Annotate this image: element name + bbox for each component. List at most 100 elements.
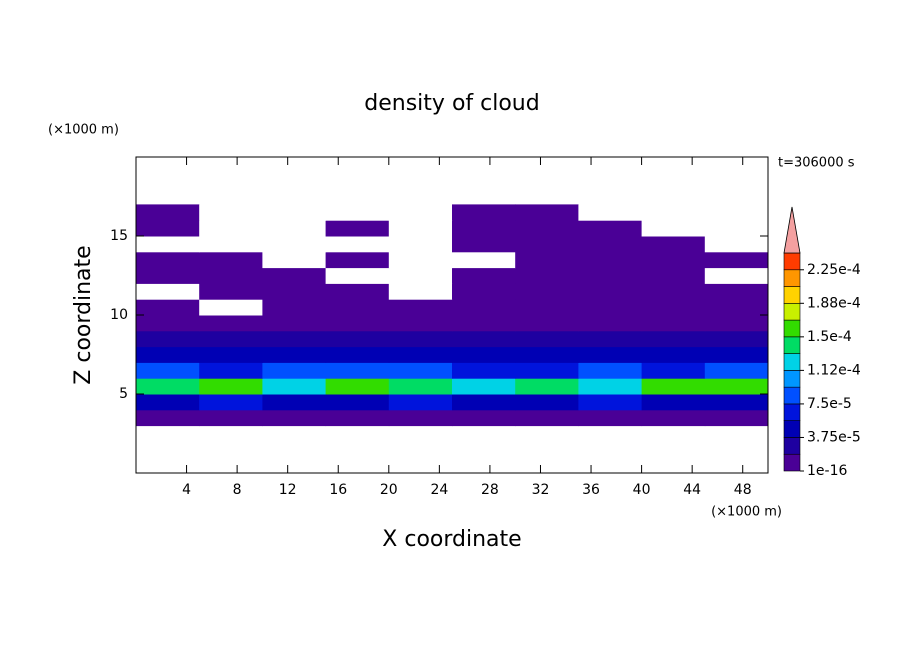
cell	[704, 378, 769, 395]
cell	[199, 362, 263, 379]
colorbar-label: 1e-16	[807, 463, 847, 479]
x-axis-title: X coordinate	[382, 527, 521, 552]
field	[136, 204, 769, 427]
x-tick-label: 16	[329, 482, 347, 498]
cell	[262, 409, 327, 427]
cell	[388, 220, 453, 237]
cell	[515, 378, 579, 395]
cell	[262, 394, 327, 411]
cell	[515, 283, 579, 300]
cell	[452, 267, 516, 284]
x-tick-label: 36	[582, 482, 600, 498]
cell	[388, 236, 453, 253]
cell	[578, 378, 643, 395]
colorbar-segment	[783, 437, 801, 455]
cell	[452, 346, 516, 363]
cell	[578, 283, 643, 300]
y-axis-title: Z coordinate	[71, 245, 96, 384]
cell	[641, 378, 706, 395]
cell	[199, 236, 263, 253]
cell	[641, 394, 706, 411]
cell	[136, 204, 200, 221]
cell	[136, 315, 200, 332]
time-label: t=306000 s	[778, 156, 855, 171]
cell	[704, 330, 769, 348]
cell	[578, 267, 643, 284]
cell	[452, 220, 516, 237]
x-tick-label: 20	[380, 482, 398, 498]
cell	[515, 236, 579, 253]
cell	[578, 394, 643, 411]
cell	[578, 236, 643, 253]
cell	[641, 267, 706, 284]
colorbar-label: 1.12e-4	[807, 362, 861, 378]
colorbar-label: 2.25e-4	[807, 262, 861, 278]
colorbar-segment	[783, 370, 801, 388]
cell	[641, 330, 706, 348]
colorbar-segment	[783, 269, 801, 287]
colorbar-over	[783, 206, 801, 254]
cell	[388, 362, 453, 379]
chart-title: density of cloud	[364, 91, 539, 116]
cell	[199, 251, 263, 269]
cell	[641, 283, 706, 300]
cell	[325, 299, 390, 316]
cell	[515, 251, 579, 269]
cell	[325, 283, 390, 300]
cell	[262, 315, 327, 332]
cell	[452, 315, 516, 332]
colorbar-label: 3.75e-5	[807, 429, 861, 445]
cell	[515, 267, 579, 284]
cell	[578, 330, 643, 348]
cell	[199, 283, 263, 300]
cell	[388, 378, 453, 395]
cell	[136, 409, 200, 427]
cell	[262, 220, 327, 237]
cell	[262, 204, 327, 221]
cell	[136, 330, 200, 348]
cell	[515, 362, 579, 379]
cell	[578, 251, 643, 269]
cell	[199, 346, 263, 363]
colorbar-segment	[783, 420, 801, 438]
cell	[136, 394, 200, 411]
cell	[199, 204, 263, 221]
x-tick-label: 40	[633, 482, 651, 498]
cell	[704, 251, 769, 269]
cell	[704, 204, 769, 221]
cell	[199, 330, 263, 348]
cell	[388, 204, 453, 221]
x-tick-label: 24	[430, 482, 448, 498]
cell	[262, 251, 327, 269]
cell	[262, 362, 327, 379]
colorbar-segment	[783, 286, 801, 304]
cell	[641, 204, 706, 221]
cell	[325, 315, 390, 332]
cell	[704, 346, 769, 363]
cell	[136, 346, 200, 363]
cell	[136, 236, 200, 253]
cell	[388, 251, 453, 269]
cell	[136, 267, 200, 284]
cell	[199, 409, 263, 427]
cell	[325, 267, 390, 284]
cell	[704, 267, 769, 284]
cell	[199, 315, 263, 332]
colorbar-label: 1.88e-4	[807, 295, 861, 311]
cell	[452, 251, 516, 269]
colorbar-segment	[783, 386, 801, 405]
cell	[578, 315, 643, 332]
cell	[578, 204, 643, 221]
cell	[578, 409, 643, 427]
colorbar-label: 1.5e-4	[807, 329, 852, 345]
cell	[325, 409, 390, 427]
cell	[262, 346, 327, 363]
cell	[325, 220, 390, 237]
cell	[515, 315, 579, 332]
cell	[262, 267, 327, 284]
cell	[325, 378, 390, 395]
cell	[641, 315, 706, 332]
cell	[452, 362, 516, 379]
x-tick-label: 48	[734, 482, 752, 498]
